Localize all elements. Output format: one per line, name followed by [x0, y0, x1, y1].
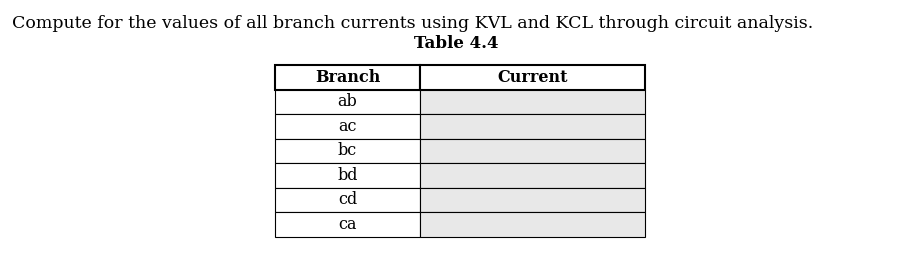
Bar — [275, 212, 420, 237]
Bar — [420, 163, 644, 187]
Bar — [275, 187, 420, 212]
Bar — [420, 89, 644, 114]
Text: bc: bc — [337, 142, 357, 159]
Bar — [275, 163, 420, 187]
Text: ac: ac — [338, 118, 356, 135]
Text: Compute for the values of all branch currents using KVL and KCL through circuit : Compute for the values of all branch cur… — [12, 15, 813, 32]
Bar — [275, 114, 420, 139]
Bar — [275, 89, 420, 114]
Text: cd: cd — [337, 191, 357, 208]
Bar — [420, 187, 644, 212]
Bar — [420, 65, 644, 89]
Text: Table 4.4: Table 4.4 — [414, 35, 497, 52]
Text: bd: bd — [337, 167, 357, 184]
Bar — [420, 139, 644, 163]
Text: ca: ca — [338, 216, 356, 233]
Bar — [420, 114, 644, 139]
Bar — [275, 65, 420, 89]
Bar — [420, 212, 644, 237]
Text: ab: ab — [337, 93, 357, 110]
Text: Current: Current — [496, 69, 568, 86]
Bar — [275, 139, 420, 163]
Text: Branch: Branch — [314, 69, 380, 86]
